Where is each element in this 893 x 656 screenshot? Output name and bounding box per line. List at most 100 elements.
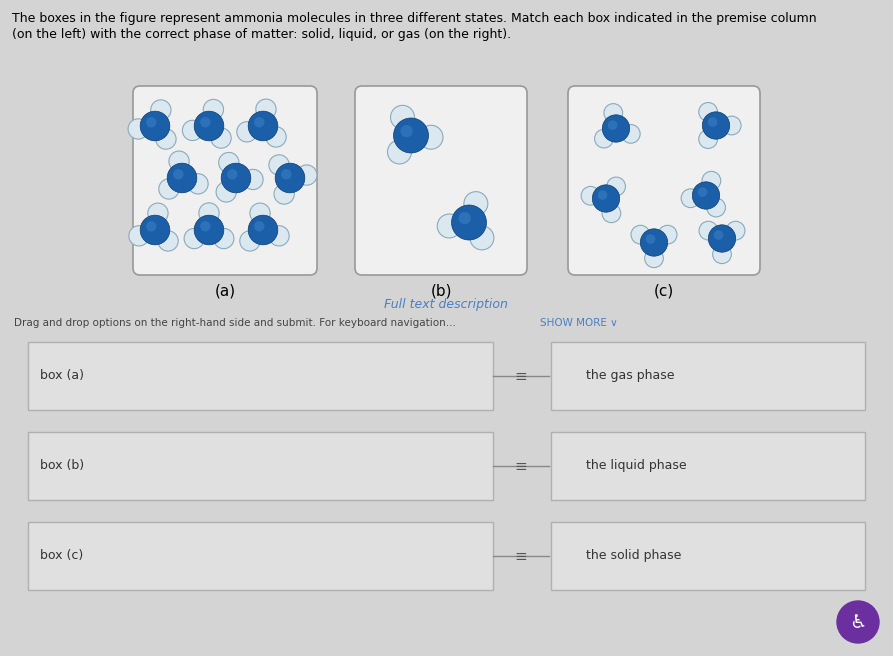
Circle shape <box>722 116 741 135</box>
Circle shape <box>146 221 156 232</box>
Circle shape <box>464 192 488 216</box>
Circle shape <box>581 186 600 205</box>
Text: The boxes in the figure represent ammonia molecules in three different states. M: The boxes in the figure represent ammoni… <box>12 12 816 25</box>
Circle shape <box>713 245 731 264</box>
Text: SHOW MORE ∨: SHOW MORE ∨ <box>540 318 618 328</box>
Circle shape <box>394 118 429 153</box>
Circle shape <box>706 198 725 217</box>
Text: (b): (b) <box>430 283 452 298</box>
Circle shape <box>699 130 717 148</box>
Circle shape <box>606 177 625 195</box>
Circle shape <box>159 179 179 199</box>
Circle shape <box>182 120 203 140</box>
FancyBboxPatch shape <box>551 522 865 590</box>
Circle shape <box>148 203 168 223</box>
Circle shape <box>158 231 179 251</box>
Circle shape <box>602 115 630 142</box>
Circle shape <box>128 119 148 139</box>
Circle shape <box>699 221 718 240</box>
Circle shape <box>595 129 613 148</box>
Text: the solid phase: the solid phase <box>586 550 681 562</box>
Circle shape <box>213 228 234 249</box>
Circle shape <box>269 155 289 175</box>
Text: ≡: ≡ <box>514 548 528 564</box>
Circle shape <box>219 152 239 173</box>
Circle shape <box>699 102 717 121</box>
Circle shape <box>140 215 170 245</box>
Text: ♿: ♿ <box>849 613 867 632</box>
Circle shape <box>204 100 223 119</box>
Circle shape <box>151 100 171 120</box>
Circle shape <box>645 249 663 268</box>
Circle shape <box>200 117 211 127</box>
Circle shape <box>390 106 414 129</box>
FancyBboxPatch shape <box>28 342 493 410</box>
Circle shape <box>200 221 211 232</box>
Circle shape <box>419 125 443 149</box>
Text: the liquid phase: the liquid phase <box>586 459 687 472</box>
Circle shape <box>438 214 461 238</box>
Circle shape <box>388 140 412 164</box>
FancyBboxPatch shape <box>551 342 865 410</box>
Circle shape <box>631 225 650 244</box>
Circle shape <box>458 212 471 224</box>
Circle shape <box>681 189 700 207</box>
Circle shape <box>237 122 257 142</box>
Circle shape <box>216 182 237 202</box>
Text: box (a): box (a) <box>40 369 84 382</box>
Circle shape <box>608 120 617 130</box>
Circle shape <box>646 234 655 244</box>
Circle shape <box>227 169 238 180</box>
Circle shape <box>266 127 286 147</box>
Circle shape <box>470 226 494 250</box>
Text: (on the left) with the correct phase of matter: solid, liquid, or gas (on the ri: (on the left) with the correct phase of … <box>12 28 511 41</box>
Circle shape <box>640 229 668 256</box>
FancyBboxPatch shape <box>28 522 493 590</box>
Circle shape <box>697 188 707 197</box>
Circle shape <box>702 171 721 190</box>
Circle shape <box>194 111 224 141</box>
FancyBboxPatch shape <box>28 432 493 500</box>
Circle shape <box>169 151 189 171</box>
Circle shape <box>702 112 730 139</box>
Circle shape <box>269 226 289 246</box>
FancyBboxPatch shape <box>355 86 527 275</box>
Circle shape <box>275 163 305 193</box>
Circle shape <box>255 99 276 119</box>
Circle shape <box>248 215 278 245</box>
Circle shape <box>692 182 720 209</box>
Circle shape <box>140 111 170 141</box>
Circle shape <box>714 230 723 240</box>
Circle shape <box>155 129 176 149</box>
Circle shape <box>255 221 264 232</box>
Circle shape <box>248 111 278 141</box>
Circle shape <box>726 221 745 240</box>
Circle shape <box>173 169 183 180</box>
Circle shape <box>184 228 204 249</box>
Circle shape <box>604 104 622 123</box>
Circle shape <box>274 184 295 204</box>
Circle shape <box>597 190 607 200</box>
Circle shape <box>199 203 219 223</box>
Circle shape <box>281 169 291 180</box>
Text: ≡: ≡ <box>514 459 528 474</box>
Circle shape <box>167 163 196 193</box>
Circle shape <box>146 117 156 127</box>
Circle shape <box>452 205 487 240</box>
Text: (a): (a) <box>214 283 236 298</box>
Text: Drag and drop options on the right-hand side and submit. For keyboard navigation: Drag and drop options on the right-hand … <box>14 318 455 328</box>
Text: box (b): box (b) <box>40 459 84 472</box>
Circle shape <box>708 117 717 127</box>
FancyBboxPatch shape <box>568 86 760 275</box>
Text: box (c): box (c) <box>40 550 83 562</box>
Circle shape <box>211 128 231 148</box>
FancyBboxPatch shape <box>551 432 865 500</box>
Text: (c): (c) <box>654 283 674 298</box>
Circle shape <box>296 165 317 185</box>
Circle shape <box>188 174 208 194</box>
Circle shape <box>250 203 271 223</box>
Circle shape <box>602 204 621 222</box>
Circle shape <box>129 226 149 246</box>
Text: the gas phase: the gas phase <box>586 369 674 382</box>
Circle shape <box>401 125 413 137</box>
